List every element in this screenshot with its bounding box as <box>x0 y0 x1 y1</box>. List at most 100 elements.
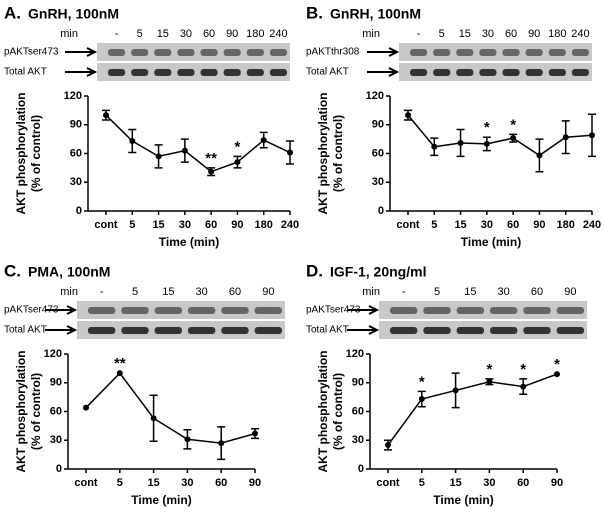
data-point <box>150 415 157 422</box>
blot-band <box>490 307 518 314</box>
blot-row-label: Total AKT <box>306 325 349 336</box>
x-tick-label: cont <box>396 219 420 231</box>
panel: C. PMA, 100nM min - 5 15 30 60 90 pAKTser473 Total… <box>4 261 285 507</box>
x-tick-label: 5 <box>419 477 425 489</box>
lane-label: 15 <box>464 286 476 298</box>
x-tick-label: cont <box>376 477 400 489</box>
data-point <box>234 159 241 166</box>
lane-label: 240 <box>571 28 589 40</box>
data-point <box>554 371 560 378</box>
data-point <box>562 134 569 141</box>
data-point <box>536 152 543 159</box>
lane-label: 60 <box>229 286 241 298</box>
blot-band <box>479 49 497 56</box>
blot-band <box>154 69 172 76</box>
blot-band <box>200 69 218 76</box>
lane-label: 60 <box>531 286 543 298</box>
significance: * <box>484 119 490 136</box>
x-tick-label: 30 <box>483 477 495 489</box>
blot-arrow <box>45 325 78 335</box>
blot-band <box>525 49 543 56</box>
data-point <box>287 149 293 156</box>
data-point <box>510 135 517 142</box>
blot-band <box>269 49 287 56</box>
x-axis-title: Time (min) <box>433 493 493 507</box>
x-tick-label: 180 <box>255 219 273 231</box>
lane-label: 30 <box>180 28 192 40</box>
blot-band <box>200 49 218 56</box>
blot-band <box>131 69 149 76</box>
blot-arrow <box>65 67 98 77</box>
lane-label: 5 <box>137 28 143 40</box>
lane-label: 60 <box>505 28 517 40</box>
significance: * <box>486 361 492 378</box>
blot-band <box>456 49 474 56</box>
lane-label: 5 <box>439 28 445 40</box>
x-tick-label: 15 <box>449 477 461 489</box>
data-line <box>105 114 291 173</box>
blot-band <box>556 307 584 314</box>
y-tick-label: 120 <box>346 348 364 360</box>
blot-arrow <box>65 47 98 57</box>
x-tick-label: 15 <box>454 219 466 231</box>
blot-band <box>223 49 241 56</box>
y-tick-label: 90 <box>372 119 384 131</box>
blot-row-label: Total AKT <box>306 67 349 78</box>
lane-label: - <box>417 28 421 40</box>
blot-band <box>154 327 182 334</box>
blot-header: min <box>362 286 380 298</box>
data-point <box>486 378 493 385</box>
y-tick-label: 90 <box>70 119 82 131</box>
blot-band <box>548 69 566 76</box>
x-tick-label: 90 <box>533 219 545 231</box>
significance: * <box>510 116 516 133</box>
y-tick-label: 60 <box>372 147 384 159</box>
y-tick-label: 120 <box>366 90 384 102</box>
blot-band <box>556 327 584 334</box>
x-tick-label: 15 <box>152 219 164 231</box>
lane-label: 15 <box>459 28 471 40</box>
y-axis-title: (% of control) <box>331 115 345 192</box>
y-tick-label: 0 <box>378 205 384 217</box>
x-tick-label: 90 <box>231 219 243 231</box>
significance: * <box>520 361 526 378</box>
data-point <box>252 430 258 437</box>
lane-label: 90 <box>528 28 540 40</box>
y-tick-label: 120 <box>44 348 62 360</box>
blot-band <box>188 327 216 334</box>
blot-header: min <box>60 286 78 298</box>
data-point <box>116 370 123 377</box>
x-tick-label: 5 <box>129 219 135 231</box>
x-tick-label: 60 <box>507 219 519 231</box>
x-tick-label: cont <box>94 219 118 231</box>
lane-label: 30 <box>482 28 494 40</box>
y-tick-label: 0 <box>358 463 364 475</box>
data-point <box>184 436 191 443</box>
lane-label: - <box>402 286 406 298</box>
significance: * <box>419 373 425 390</box>
blot-header: min <box>362 28 380 40</box>
blot-band <box>571 69 589 76</box>
blot-band <box>548 49 566 56</box>
panel-title: GnRH, 100nM <box>28 6 119 22</box>
lane-label: 90 <box>226 28 238 40</box>
x-tick-label: 5 <box>431 219 437 231</box>
significance: ** <box>205 150 217 167</box>
x-axis-title: Time (min) <box>159 235 219 249</box>
blot-arrow <box>347 305 380 315</box>
lane-label: - <box>100 286 104 298</box>
y-tick-label: 30 <box>352 434 364 446</box>
data-point <box>155 153 162 160</box>
data-point <box>260 137 267 144</box>
y-tick-label: 30 <box>372 176 384 188</box>
panel: A. GnRH, 100nM min - 5 15 30 60 90 180 240 pAKTser4… <box>4 3 299 249</box>
blot-band <box>423 327 451 334</box>
blot-band <box>188 307 216 314</box>
x-tick-label: 60 <box>215 477 227 489</box>
panel-label: D. <box>306 261 323 280</box>
data-point <box>520 383 527 390</box>
lane-label: 15 <box>157 28 169 40</box>
panel-title: IGF-1, 20ng/ml <box>330 264 426 280</box>
blot-row-label: pAKTthr308 <box>306 47 360 58</box>
y-tick-label: 60 <box>50 405 62 417</box>
